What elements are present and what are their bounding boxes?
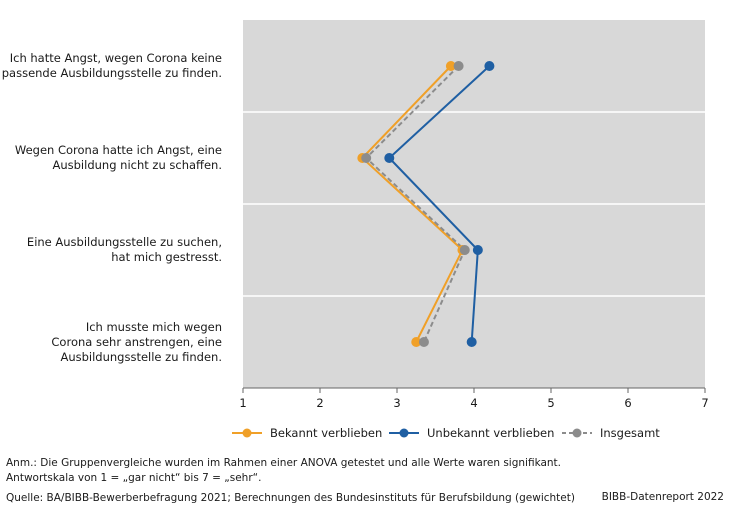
category-label: Ich musste mich wegen Corona sehr anstre… xyxy=(51,319,222,364)
report-label: BIBB-Datenreport 2022 xyxy=(601,491,724,503)
x-tick-label: 5 xyxy=(547,396,555,410)
x-tick-label: 4 xyxy=(470,396,478,410)
series-line xyxy=(360,65,464,343)
series-line xyxy=(364,65,466,343)
footnote-scale: Antwortskala von 1 = „gar nicht“ bis 7 =… xyxy=(6,472,262,484)
data-point xyxy=(384,153,395,163)
category-label: Ich hatte Angst, wegen Corona keine pass… xyxy=(1,51,222,80)
footnote-source: Quelle: BA/BIBB-Bewerberbefragung 2021; … xyxy=(6,492,575,504)
data-point xyxy=(445,61,456,71)
data-point xyxy=(484,61,495,71)
category-label: Eine Ausbildungsstelle zu suchen, hat mi… xyxy=(26,235,222,264)
data-point xyxy=(472,245,483,255)
legend-marker-unbekannt xyxy=(389,428,419,438)
x-tick-label: 1 xyxy=(239,396,247,410)
data-point xyxy=(361,153,372,163)
x-tick-label: 2 xyxy=(316,396,324,410)
x-axis-ticks xyxy=(242,388,706,393)
legend-label-bekannt: Bekannt verblieben xyxy=(270,426,383,440)
footnote-anm: Anm.: Die Gruppenvergleiche wurden im Ra… xyxy=(6,457,562,469)
data-point xyxy=(411,337,422,347)
legend-item-unbekannt: Unbekannt verblieben xyxy=(389,426,554,440)
series-line xyxy=(387,65,491,343)
data-point xyxy=(453,61,464,71)
legend-label-unbekannt: Unbekannt verblieben xyxy=(427,426,555,440)
x-tick-label: 3 xyxy=(393,396,401,410)
x-tick-label: 6 xyxy=(624,396,632,410)
series-group xyxy=(357,61,495,347)
data-point xyxy=(466,337,477,347)
legend-item-bekannt: Bekannt verblieben xyxy=(232,426,382,440)
data-point xyxy=(459,245,470,255)
x-tick-label: 7 xyxy=(701,396,709,410)
legend-item-insgesamt: Insgesamt xyxy=(562,426,660,440)
legend-marker-bekannt xyxy=(232,428,262,438)
category-label: Wegen Corona hatte ich Angst, eine Ausbi… xyxy=(14,143,222,172)
legend-label-insgesamt: Insgesamt xyxy=(600,426,660,440)
legend-marker-insgesamt xyxy=(562,428,592,438)
data-point xyxy=(418,337,429,347)
